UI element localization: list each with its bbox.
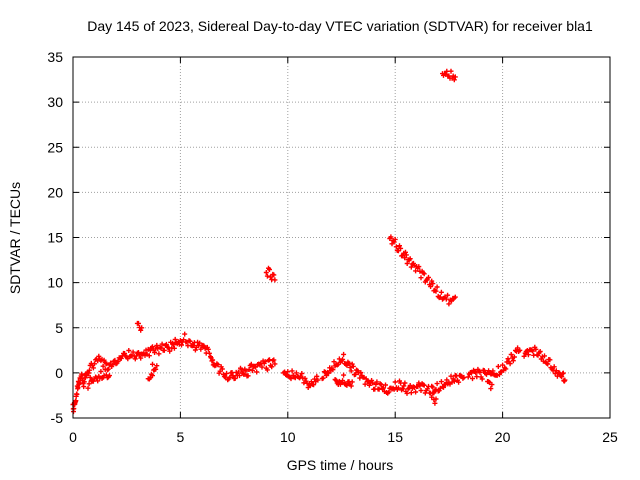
x-tick-label: 0	[69, 429, 77, 445]
data-point-cluster	[429, 390, 439, 406]
grid	[73, 57, 610, 418]
x-tick-label: 15	[387, 429, 403, 445]
x-tick-label: 25	[602, 429, 618, 445]
data-point-cluster	[440, 68, 458, 83]
y-tick-label: 25	[47, 139, 63, 155]
data-point-cluster	[281, 368, 321, 390]
data-series-sdtvar	[70, 68, 568, 415]
data-point-cluster	[150, 361, 160, 373]
x-tick-label: 20	[495, 429, 511, 445]
data-point-cluster	[134, 320, 145, 333]
data-point-cluster	[145, 371, 155, 382]
y-tick-label: 5	[55, 320, 63, 336]
data-point-cluster	[387, 234, 458, 307]
x-tick-label: 10	[280, 429, 296, 445]
data-point-cluster	[521, 344, 568, 384]
y-tick-label: 0	[55, 365, 63, 381]
data-point-cluster	[485, 379, 495, 392]
x-tick-label: 5	[177, 429, 185, 445]
y-tick-label: 35	[47, 49, 63, 65]
data-point-cluster	[332, 372, 355, 389]
axis-ticks: 0 5 10 15 20 25 -5 0 5 10 15 20 25 30 35	[47, 49, 618, 445]
x-axis-label: GPS time / hours	[287, 457, 394, 473]
y-tick-label: 30	[47, 94, 63, 110]
y-tick-label: 20	[47, 184, 63, 200]
data-point-cluster	[85, 367, 112, 391]
data-point-cluster	[319, 351, 467, 396]
chart-title: Day 145 of 2023, Sidereal Day-to-day VTE…	[87, 18, 593, 34]
y-tick-label: -5	[51, 410, 64, 426]
data-point-cluster	[465, 345, 523, 382]
data-point-cluster	[263, 265, 278, 283]
y-axis-label: SDTVAR / TECUs	[7, 182, 23, 294]
y-tick-label: 10	[47, 275, 63, 291]
y-tick-label: 15	[47, 230, 63, 246]
